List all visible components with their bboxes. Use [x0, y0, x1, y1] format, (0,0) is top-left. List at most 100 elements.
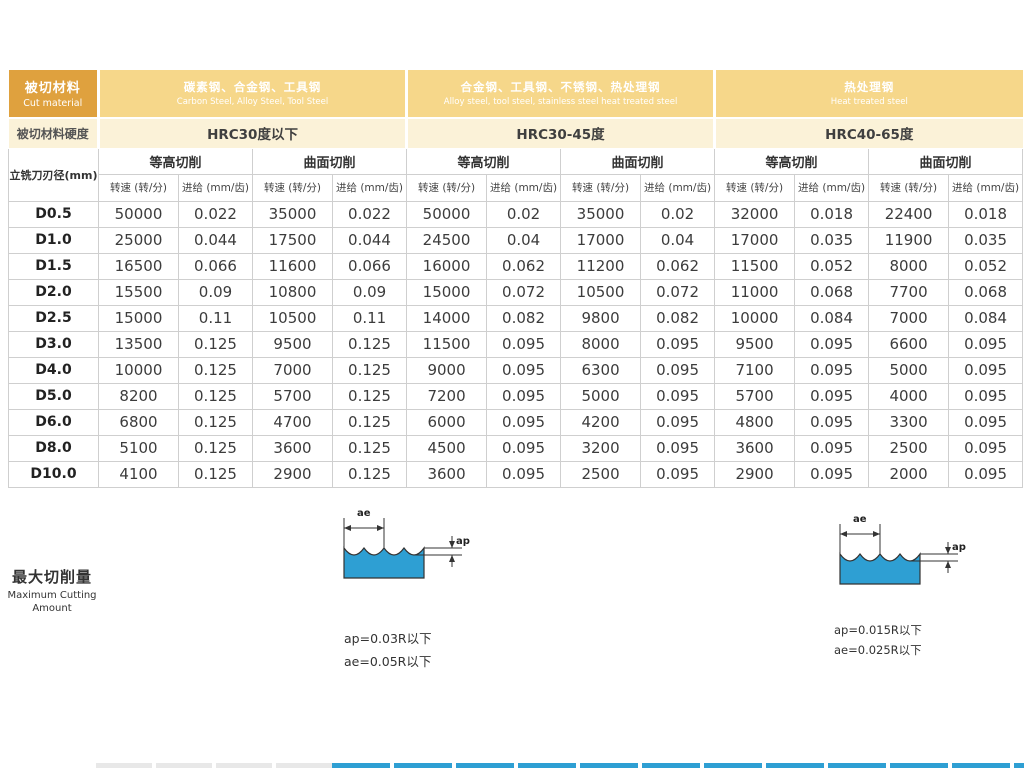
value-cell: 0.095 — [486, 356, 562, 384]
value-cell: 3600 — [406, 460, 488, 488]
value-cell: 0.072 — [486, 278, 562, 306]
value-cell: 7000 — [252, 356, 333, 384]
value-cell: 0.035 — [948, 226, 1024, 254]
surface-cutting-header: 曲面切削 — [868, 147, 1024, 175]
max-cutting-en-line1: Maximum Cutting — [7, 590, 97, 601]
value-cell: 10500 — [252, 304, 333, 332]
speed-header: 转速 (转/分) — [560, 173, 642, 202]
table-row: D6.0 6800 0.125 4700 0.125 6000 0.095 4200 0.095… — [8, 408, 1024, 436]
hardness-label: 被切材料硬度 — [8, 118, 100, 149]
ap-limit-left: ap=0.03R以下 — [344, 631, 432, 646]
material-group-3: 热处理钢 Heat treated steel — [713, 70, 1023, 119]
next-table-edge-left — [96, 763, 332, 768]
value-cell: 11900 — [868, 226, 950, 254]
value-cell: 7000 — [868, 304, 950, 332]
value-cell: 35000 — [560, 200, 642, 228]
value-cell: 0.095 — [640, 434, 716, 462]
value-cell: 0.095 — [640, 382, 716, 410]
value-cell: 6000 — [406, 408, 488, 436]
diameter-cell: D10.0 — [8, 460, 99, 488]
value-cell: 0.02 — [640, 200, 716, 228]
feed-header: 进给 (mm/齿) — [178, 173, 253, 202]
value-cell: 0.02 — [486, 200, 562, 228]
value-cell: 24500 — [406, 226, 488, 254]
speed-header: 转速 (转/分) — [98, 173, 179, 202]
value-cell: 22400 — [868, 200, 950, 228]
value-cell: 5700 — [252, 382, 333, 410]
diameter-cell: D5.0 — [8, 382, 99, 410]
value-cell: 0.035 — [794, 226, 870, 254]
value-cell: 11500 — [406, 330, 488, 358]
value-cell: 3300 — [868, 408, 950, 436]
value-cell: 0.095 — [486, 434, 562, 462]
value-cell: 0.095 — [948, 356, 1024, 384]
diameter-cell: D2.0 — [8, 278, 99, 306]
ae-limit-left: ae=0.05R以下 — [344, 653, 432, 669]
diameter-cell: D2.5 — [8, 304, 99, 332]
cut-type-row: 立铣刀刃径(mm) 等高切削 曲面切削 等高切削 曲面切削 等高切削 曲面切削 — [8, 147, 1024, 202]
value-cell: 35000 — [252, 200, 333, 228]
value-cell: 0.04 — [640, 226, 716, 254]
speed-header: 转速 (转/分) — [252, 173, 333, 202]
value-cell: 3600 — [714, 434, 796, 462]
speed-header: 转速 (转/分) — [406, 173, 488, 202]
value-cell: 11000 — [714, 278, 796, 306]
value-cell: 17500 — [252, 226, 333, 254]
value-cell: 0.052 — [948, 252, 1024, 280]
value-cell: 15000 — [406, 278, 488, 306]
diameter-cell: D4.0 — [8, 356, 99, 384]
limits-right: ap=0.015R以下 ae=0.025R以下 — [834, 620, 922, 660]
value-cell: 0.095 — [640, 330, 716, 358]
diameter-cell: D8.0 — [8, 434, 99, 462]
value-cell: 15000 — [98, 304, 179, 332]
feed-header: 进给 (mm/齿) — [486, 173, 562, 202]
value-cell: 0.095 — [640, 356, 716, 384]
value-cell: 10000 — [714, 304, 796, 332]
value-cell: 7700 — [868, 278, 950, 306]
ap-label: ap — [952, 542, 966, 553]
contour-cutting-header: 等高切削 — [714, 147, 870, 175]
value-cell: 0.095 — [948, 434, 1024, 462]
table-row: D5.0 8200 0.125 5700 0.125 7200 0.095 5000 0.095… — [8, 382, 1024, 410]
max-cutting-amount-label: 最大切削量 Maximum Cutting Amount — [6, 566, 98, 615]
contour-cutting-header: 等高切削 — [98, 147, 253, 175]
value-cell: 8000 — [868, 252, 950, 280]
table-row: D10.0 4100 0.125 2900 0.125 3600 0.095 2500 0.09… — [8, 460, 1024, 488]
surface-cutting-header: 曲面切削 — [251, 147, 408, 175]
value-cell: 7100 — [714, 356, 796, 384]
cutting-diagram-left: ae ap — [330, 506, 470, 605]
value-cell: 9800 — [560, 304, 642, 332]
value-cell: 0.125 — [178, 460, 253, 488]
diameter-label: 立铣刀刃径(mm) — [8, 147, 99, 202]
value-cell: 0.125 — [331, 434, 408, 462]
feed-header: 进给 (mm/齿) — [794, 173, 870, 202]
value-cell: 0.022 — [178, 200, 253, 228]
surface-cutting-header: 曲面切削 — [560, 147, 716, 175]
value-cell: 0.095 — [486, 408, 562, 436]
value-cell: 0.125 — [331, 408, 408, 436]
cutting-parameters-table: 被切材料 Cut material 碳素钢、合金钢、工具钢 Carbon Ste… — [8, 70, 1024, 488]
cut-material-header: 被切材料 Cut material — [8, 70, 100, 119]
value-cell: 17000 — [560, 226, 642, 254]
feed-header: 进给 (mm/齿) — [640, 173, 716, 202]
value-cell: 4700 — [252, 408, 333, 436]
value-cell: 0.125 — [331, 330, 408, 358]
material-group-row: 被切材料 Cut material 碳素钢、合金钢、工具钢 Carbon Ste… — [8, 70, 1023, 119]
value-cell: 2900 — [714, 460, 796, 488]
value-cell: 0.095 — [794, 434, 870, 462]
value-cell: 4800 — [714, 408, 796, 436]
value-cell: 2500 — [868, 434, 950, 462]
cutting-diagram-right: ae ap — [826, 512, 966, 611]
value-cell: 6300 — [560, 356, 642, 384]
value-cell: 8200 — [98, 382, 179, 410]
diameter-cell: D6.0 — [8, 408, 99, 436]
value-cell: 6600 — [868, 330, 950, 358]
value-cell: 4500 — [406, 434, 488, 462]
value-cell: 10500 — [560, 278, 642, 306]
limits-left: ap=0.03R以下 ae=0.05R以下 — [344, 628, 432, 673]
diameter-cell: D3.0 — [8, 330, 99, 358]
value-cell: 0.018 — [948, 200, 1024, 228]
material-group-1: 碳素钢、合金钢、工具钢 Carbon Steel, Alloy Steel, T… — [96, 70, 407, 119]
hardness-row: 被切材料硬度 HRC30度以下 HRC30-45度 HRC40-65度 — [8, 118, 1023, 149]
value-cell: 32000 — [714, 200, 796, 228]
